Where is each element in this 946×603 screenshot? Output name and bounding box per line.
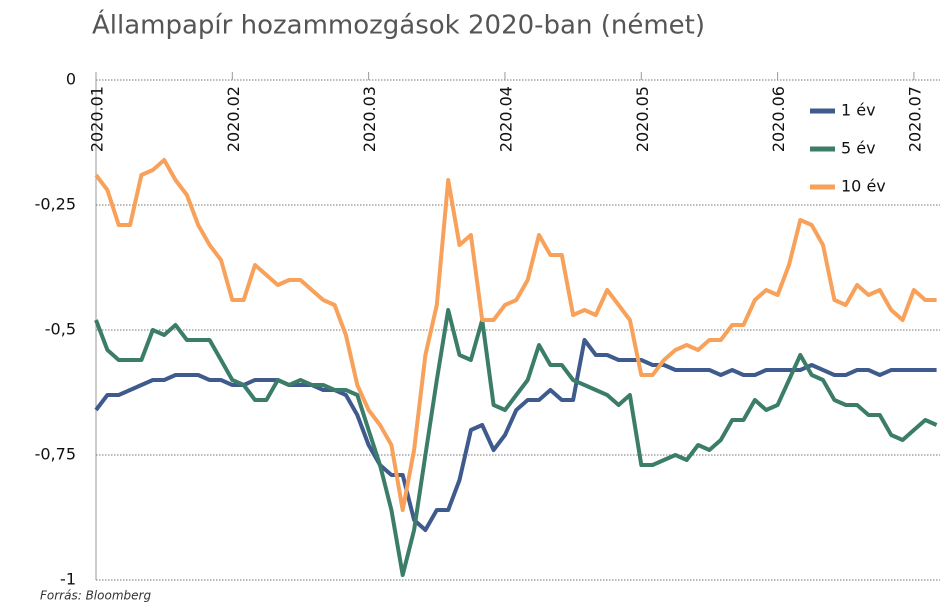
chart-title: Állampapír hozammozgások 2020-ban (német…	[92, 9, 705, 41]
y-tick-label: -0,75	[35, 445, 76, 464]
legend-label: 1 év	[841, 101, 876, 120]
x-tick-label: 2020.01	[88, 86, 107, 152]
y-tick-label: -1	[60, 570, 76, 589]
legend-label: 10 év	[841, 177, 886, 196]
series-line	[94, 158, 937, 512]
legend-label: 5 év	[841, 139, 876, 158]
y-tick-label: -0,25	[35, 195, 76, 214]
x-tick-label: 2020.04	[496, 86, 515, 152]
series-line	[94, 338, 937, 532]
source: Forrás: Bloomberg	[40, 589, 151, 603]
x-tick-label: 2020.03	[360, 86, 379, 152]
x-tick-label: 2020.05	[633, 86, 652, 152]
x-tick-label: 2020.02	[224, 86, 243, 152]
x-tick-label: 2020.06	[769, 86, 788, 152]
x-tick-label: 2020.07	[905, 86, 924, 152]
y-tick-label: 0	[66, 70, 76, 89]
series-line	[94, 308, 938, 577]
y-tick-label: -0,5	[45, 320, 76, 339]
